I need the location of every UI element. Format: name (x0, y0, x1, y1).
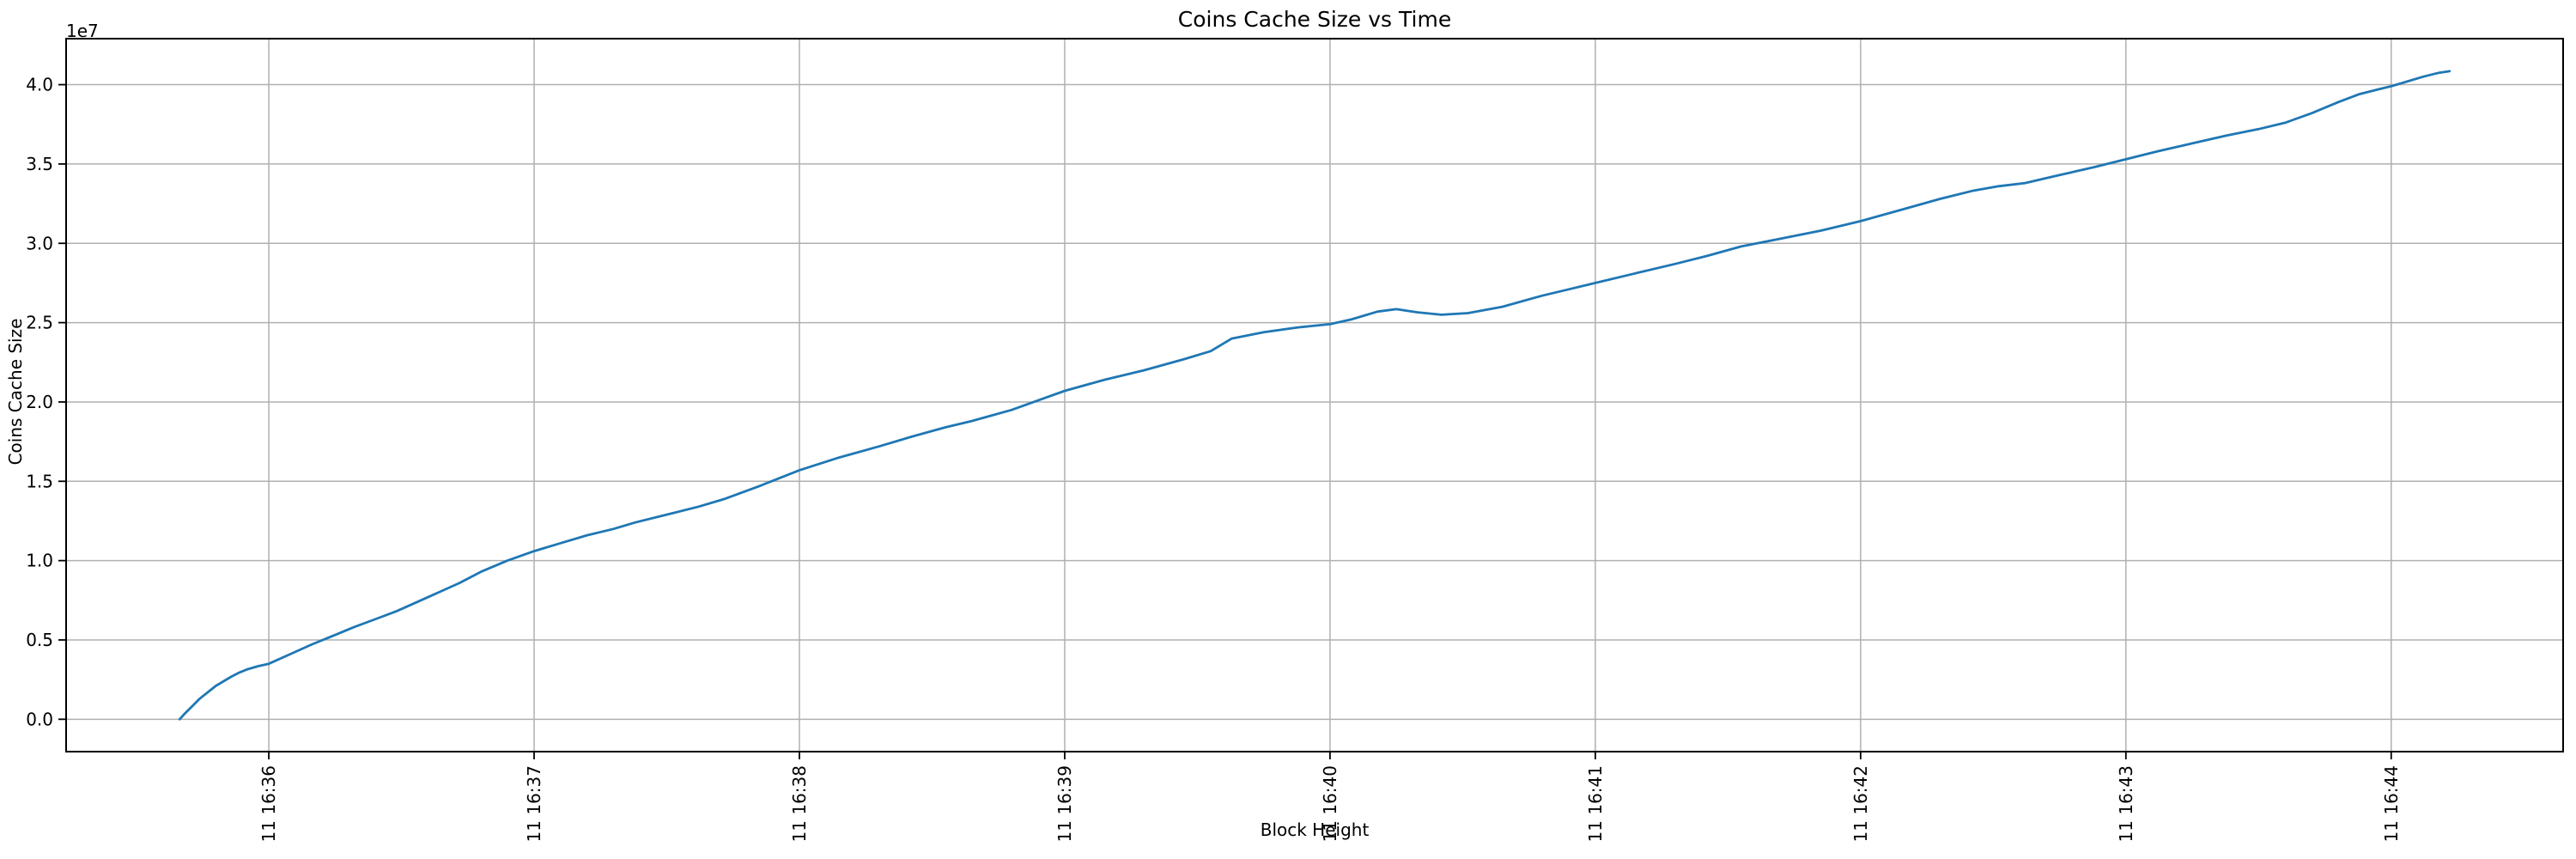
x-tick-label: 11 16:44 (2381, 765, 2402, 842)
x-axis-label: Block Height (1260, 819, 1370, 840)
x-tick-label: 11 16:40 (1320, 765, 1340, 842)
x-tick-label: 11 16:38 (789, 765, 810, 842)
x-tick-label: 11 16:43 (2116, 765, 2136, 842)
y-tick-label: 2.0 (26, 392, 53, 412)
x-tick-label: 11 16:36 (258, 765, 279, 842)
plot-border (65, 38, 2564, 752)
x-tick-label: 11 16:37 (524, 765, 544, 842)
x-tick-label: 11 16:42 (1850, 765, 1871, 842)
x-tick-label: 11 16:39 (1054, 765, 1075, 842)
x-tick-label: 11 16:41 (1585, 765, 1606, 842)
y-tick-label: 0.5 (26, 630, 53, 650)
series-line (178, 70, 2451, 721)
y-tick-label: 4.0 (26, 75, 53, 95)
y-tick-label: 3.5 (26, 154, 53, 174)
chart-title: Coins Cache Size vs Time (1177, 7, 1452, 32)
y-tick-label: 3.0 (26, 233, 53, 253)
y-tick-label: 1.0 (26, 551, 53, 571)
y-tick-label: 0.0 (26, 709, 53, 729)
y-tick-label: 2.5 (26, 313, 53, 333)
y-tick-label: 1.5 (26, 471, 53, 491)
